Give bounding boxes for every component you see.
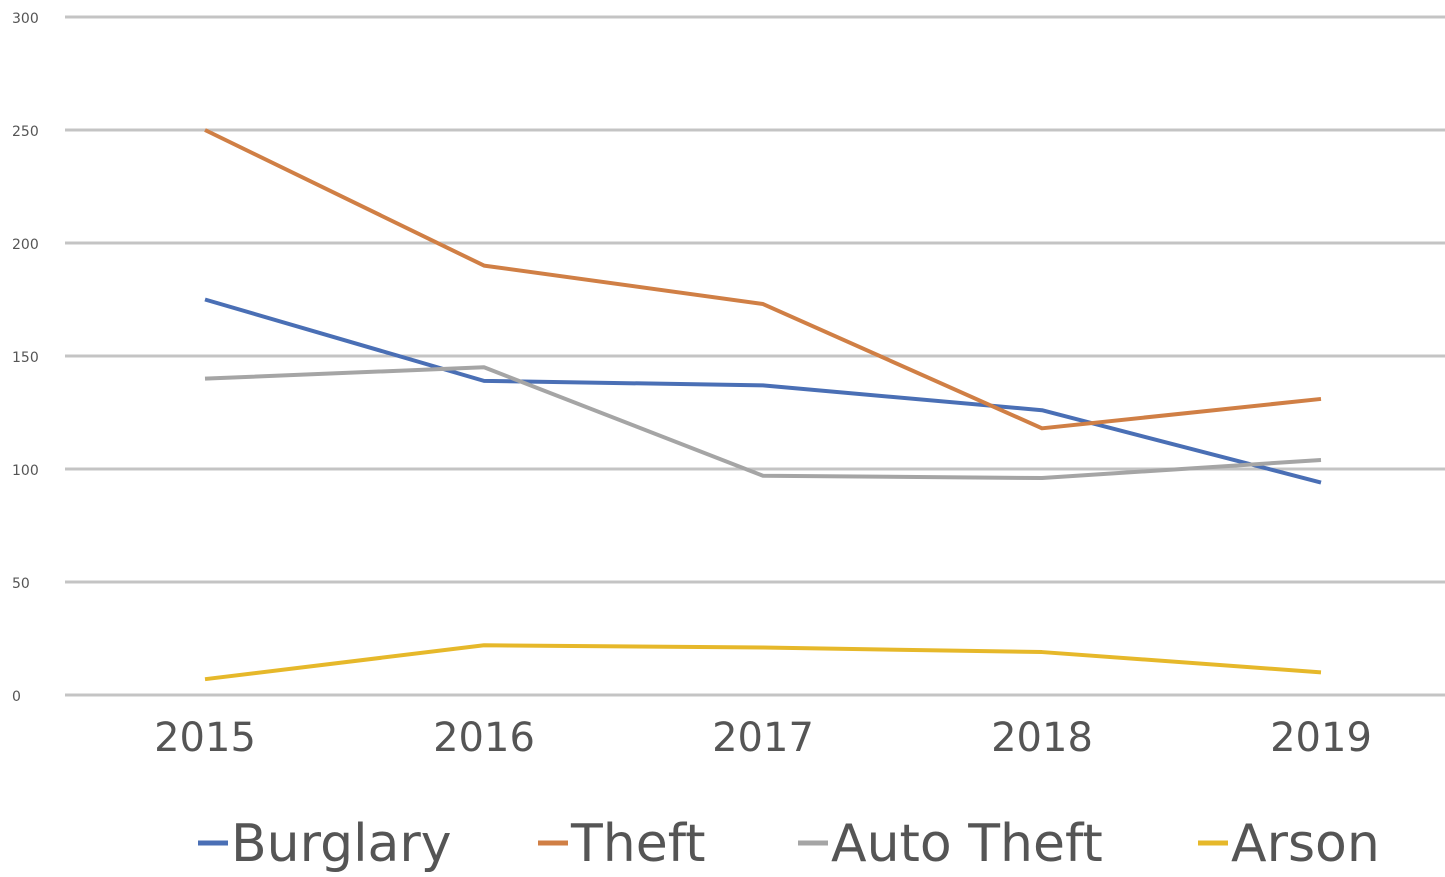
y-tick-label: 300 [12, 11, 39, 27]
y-tick-label: 0 [12, 689, 21, 705]
legend-label: Auto Theft [831, 814, 1103, 874]
y-tick-label: 250 [12, 124, 39, 140]
x-tick-label: 2018 [991, 715, 1093, 761]
y-tick-label: 150 [12, 350, 39, 366]
y-tick-label: 200 [12, 237, 39, 253]
y-tick-label: 50 [12, 576, 30, 592]
x-tick-label: 2017 [712, 715, 814, 761]
legend-label: Arson [1231, 814, 1380, 874]
series-line [204, 128, 1322, 431]
legend-label: Burglary [231, 814, 452, 874]
series-line [204, 365, 1322, 481]
series-line [204, 643, 1322, 682]
x-tick-label: 2015 [154, 715, 256, 761]
series-line [204, 297, 1322, 485]
x-tick-label: 2019 [1270, 715, 1372, 761]
x-tick-label: 2016 [433, 715, 535, 761]
y-tick-label: 100 [12, 463, 39, 479]
legend-label: Theft [570, 814, 706, 874]
